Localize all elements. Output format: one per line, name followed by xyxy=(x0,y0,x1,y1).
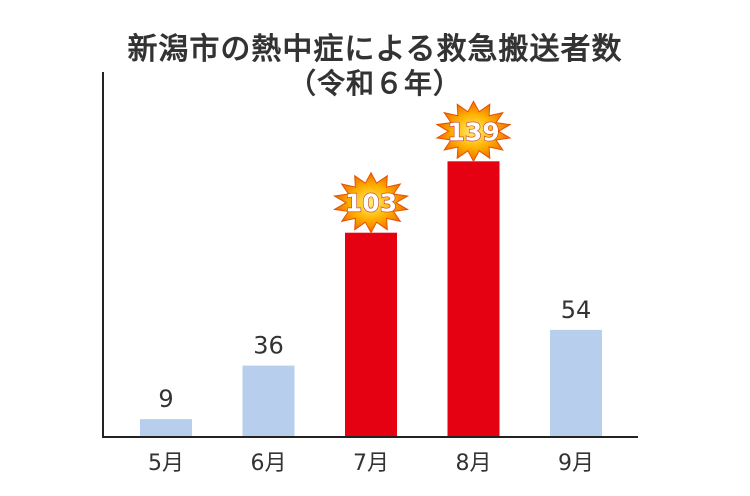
chart-title: 新潟市の熱中症による救急搬送者数 xyxy=(127,32,623,67)
x-tick-label-5月: 5月 xyxy=(148,451,184,476)
bar-7月 xyxy=(345,232,397,437)
chart-subtitle: （令和６年） xyxy=(287,67,462,100)
value-label-6月: 36 xyxy=(253,332,284,360)
value-label-5月: 9 xyxy=(158,385,173,413)
bar-5月 xyxy=(140,419,192,437)
value-label-9月: 54 xyxy=(561,296,592,324)
value-burst-7月 xyxy=(332,171,410,234)
bar-8月 xyxy=(447,161,500,438)
value-burst-8月 xyxy=(435,100,512,163)
bar-6月 xyxy=(242,365,295,437)
value-label-8月: 139 xyxy=(447,117,499,146)
bar-9月 xyxy=(550,329,602,437)
x-tick-label-9月: 9月 xyxy=(558,451,594,476)
x-tick-label-8月: 8月 xyxy=(456,451,492,476)
x-tick-label-6月: 6月 xyxy=(251,451,287,476)
x-tick-label-7月: 7月 xyxy=(353,451,389,476)
value-label-7月: 103 xyxy=(345,189,397,218)
